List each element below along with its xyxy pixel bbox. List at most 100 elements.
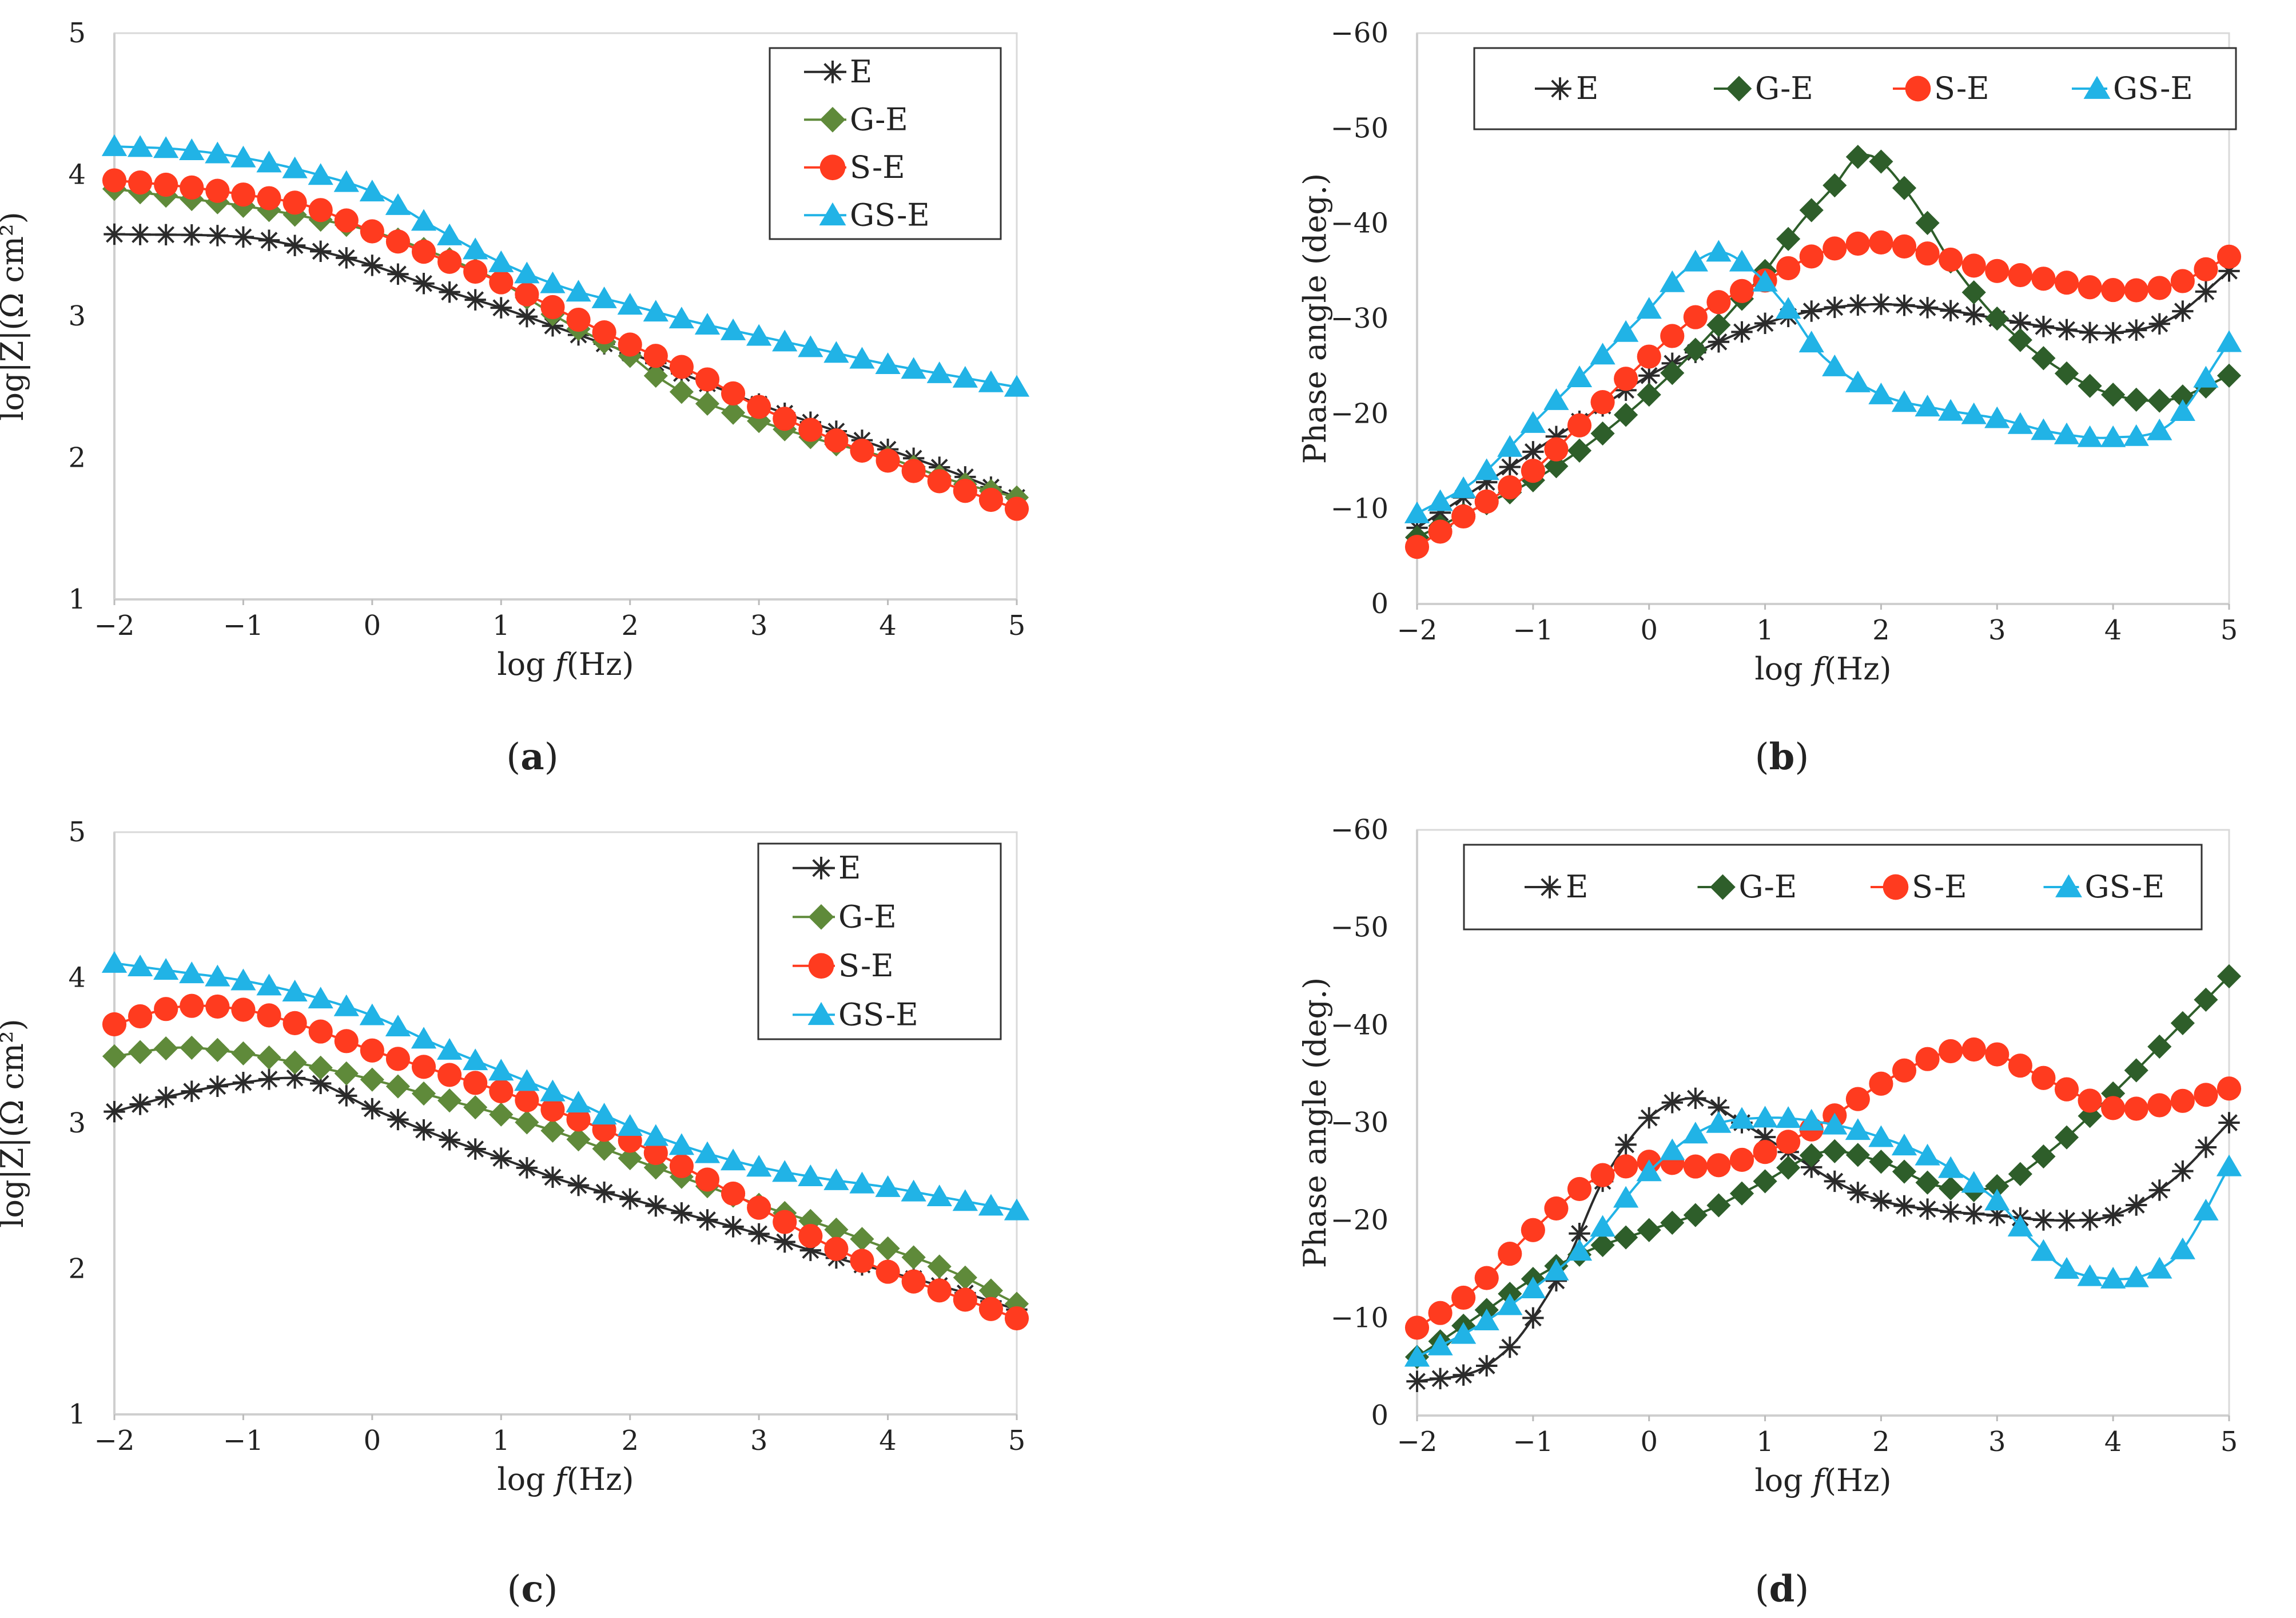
- data-point-GS-E: [2170, 1237, 2195, 1259]
- data-point-E: [1685, 1087, 1706, 1110]
- y-tick-label: −10: [1331, 1302, 1388, 1334]
- data-point-G-E: [2101, 382, 2126, 407]
- data-point-S-E: [282, 190, 307, 215]
- data-point-G-E: [1799, 1143, 1824, 1168]
- data-point-S-E: [1915, 241, 1940, 266]
- data-point-E: [516, 1157, 538, 1179]
- star-stroke: [1524, 1309, 1542, 1327]
- data-point-E: [2195, 281, 2217, 303]
- data-point-S-E: [2101, 1096, 2126, 1120]
- data-point-S-E: [1776, 1130, 1801, 1154]
- x-tick-label: 2: [621, 1425, 639, 1457]
- star-stroke: [209, 227, 226, 244]
- y-tick-label: −20: [1331, 397, 1388, 430]
- star-stroke: [441, 283, 458, 301]
- data-point-GS-E: [668, 307, 695, 329]
- data-point-GS-E: [1427, 1333, 1453, 1355]
- star-stroke: [823, 63, 842, 81]
- data-point-GS-E: [1682, 249, 1708, 272]
- data-point-GS-E: [1868, 382, 1894, 404]
- data-point-S-E: [1799, 244, 1824, 269]
- y-tick-label: 1: [68, 583, 86, 615]
- star-stroke: [2035, 317, 2052, 335]
- data-point-E: [2126, 1194, 2147, 1216]
- data-point-GS-E: [101, 951, 128, 973]
- legend-label: G-E: [1739, 869, 1797, 905]
- data-point-GS-E: [1845, 1118, 1871, 1140]
- data-point-E: [2079, 1209, 2101, 1231]
- star-stroke: [1501, 458, 1519, 476]
- data-point-S-E: [1498, 475, 1522, 500]
- data-point-E: [593, 1181, 615, 1203]
- data-point-E: [671, 1202, 693, 1224]
- star-stroke: [570, 1176, 587, 1194]
- data-point-S-E: [1590, 390, 1615, 415]
- star-stroke: [1896, 296, 1913, 314]
- data-point-GS-E: [2100, 425, 2126, 447]
- series-S-E: [1404, 1037, 2242, 1340]
- data-point-S-E: [1474, 1266, 1499, 1290]
- star-stroke: [1640, 367, 1658, 384]
- data-point-GS-E: [1938, 1156, 1964, 1178]
- chart-panel-c: −2 −1 0 1 2 3 4 5 1 2 3 4 5 log f(Hz) log|Z|(Ω cm²) E G-…: [0, 816, 1030, 1611]
- star-stroke: [1710, 333, 1728, 351]
- data-point-GS-E: [256, 150, 282, 173]
- data-point-S-E: [721, 1181, 746, 1206]
- x-tick-label: −1: [223, 610, 264, 642]
- star-stroke: [415, 1121, 432, 1139]
- star-stroke: [1664, 1094, 1681, 1111]
- star-stroke: [492, 1150, 510, 1167]
- data-point-S-E: [1706, 290, 1731, 315]
- data-point-G-E: [1776, 226, 1801, 251]
- x-axis-label-prefix: log: [1754, 651, 1813, 687]
- data-point-S-E: [978, 1297, 1003, 1321]
- data-point-E: [2102, 322, 2124, 344]
- data-point-S-E: [1845, 231, 1870, 256]
- star-stroke: [286, 1069, 304, 1087]
- data-point-G-E: [1845, 145, 1870, 169]
- data-point-G-E: [1776, 1155, 1801, 1180]
- legend-marker-GS-E: [819, 202, 846, 226]
- data-point-E: [1940, 300, 1961, 321]
- star-stroke: [234, 228, 252, 246]
- data-point-GS-E: [282, 980, 308, 1001]
- star-stroke: [337, 1087, 355, 1104]
- data-point-E: [1847, 1182, 1869, 1203]
- legend-label: GS-E: [2113, 70, 2193, 106]
- star-stroke: [750, 1225, 768, 1243]
- data-point-GS-E: [643, 300, 668, 322]
- data-point-GS-E: [2031, 418, 2056, 440]
- data-point-E: [361, 1098, 383, 1120]
- data-point-S-E: [773, 407, 797, 431]
- data-point-GS-E: [1451, 1322, 1477, 1344]
- star-stroke: [1455, 1366, 1473, 1384]
- legend: E G-E S-E GS-E: [1473, 47, 2237, 130]
- data-point-E: [464, 289, 486, 311]
- data-point-S-E: [798, 1224, 823, 1249]
- data-point-E: [1940, 1201, 1961, 1223]
- data-point-G-E: [540, 1118, 565, 1143]
- data-point-GS-E: [746, 1155, 772, 1177]
- star-stroke: [2197, 283, 2215, 300]
- data-point-E: [387, 263, 409, 285]
- x-tick-label: 0: [1640, 614, 1658, 646]
- y-tick-label: −40: [1331, 208, 1388, 240]
- data-point-S-E: [102, 1012, 127, 1037]
- data-point-S-E: [489, 270, 514, 295]
- star-stroke: [234, 1074, 252, 1091]
- data-point-GS-E: [2216, 330, 2242, 352]
- data-point-G-E: [2008, 328, 2032, 352]
- data-point-G-E: [824, 1217, 849, 1242]
- data-point-GS-E: [591, 1103, 617, 1125]
- data-point-GS-E: [1404, 1345, 1430, 1367]
- data-point-S-E: [2008, 263, 2032, 288]
- data-point-S-E: [1776, 256, 1801, 280]
- star-stroke: [260, 1071, 278, 1088]
- data-point-S-E: [489, 1079, 514, 1104]
- data-point-G-E: [2008, 1162, 2032, 1186]
- data-point-G-E: [1614, 403, 1638, 427]
- legend-marker-G-E: [808, 904, 834, 930]
- data-point-GS-E: [359, 1003, 385, 1025]
- data-point-GS-E: [1613, 1186, 1639, 1208]
